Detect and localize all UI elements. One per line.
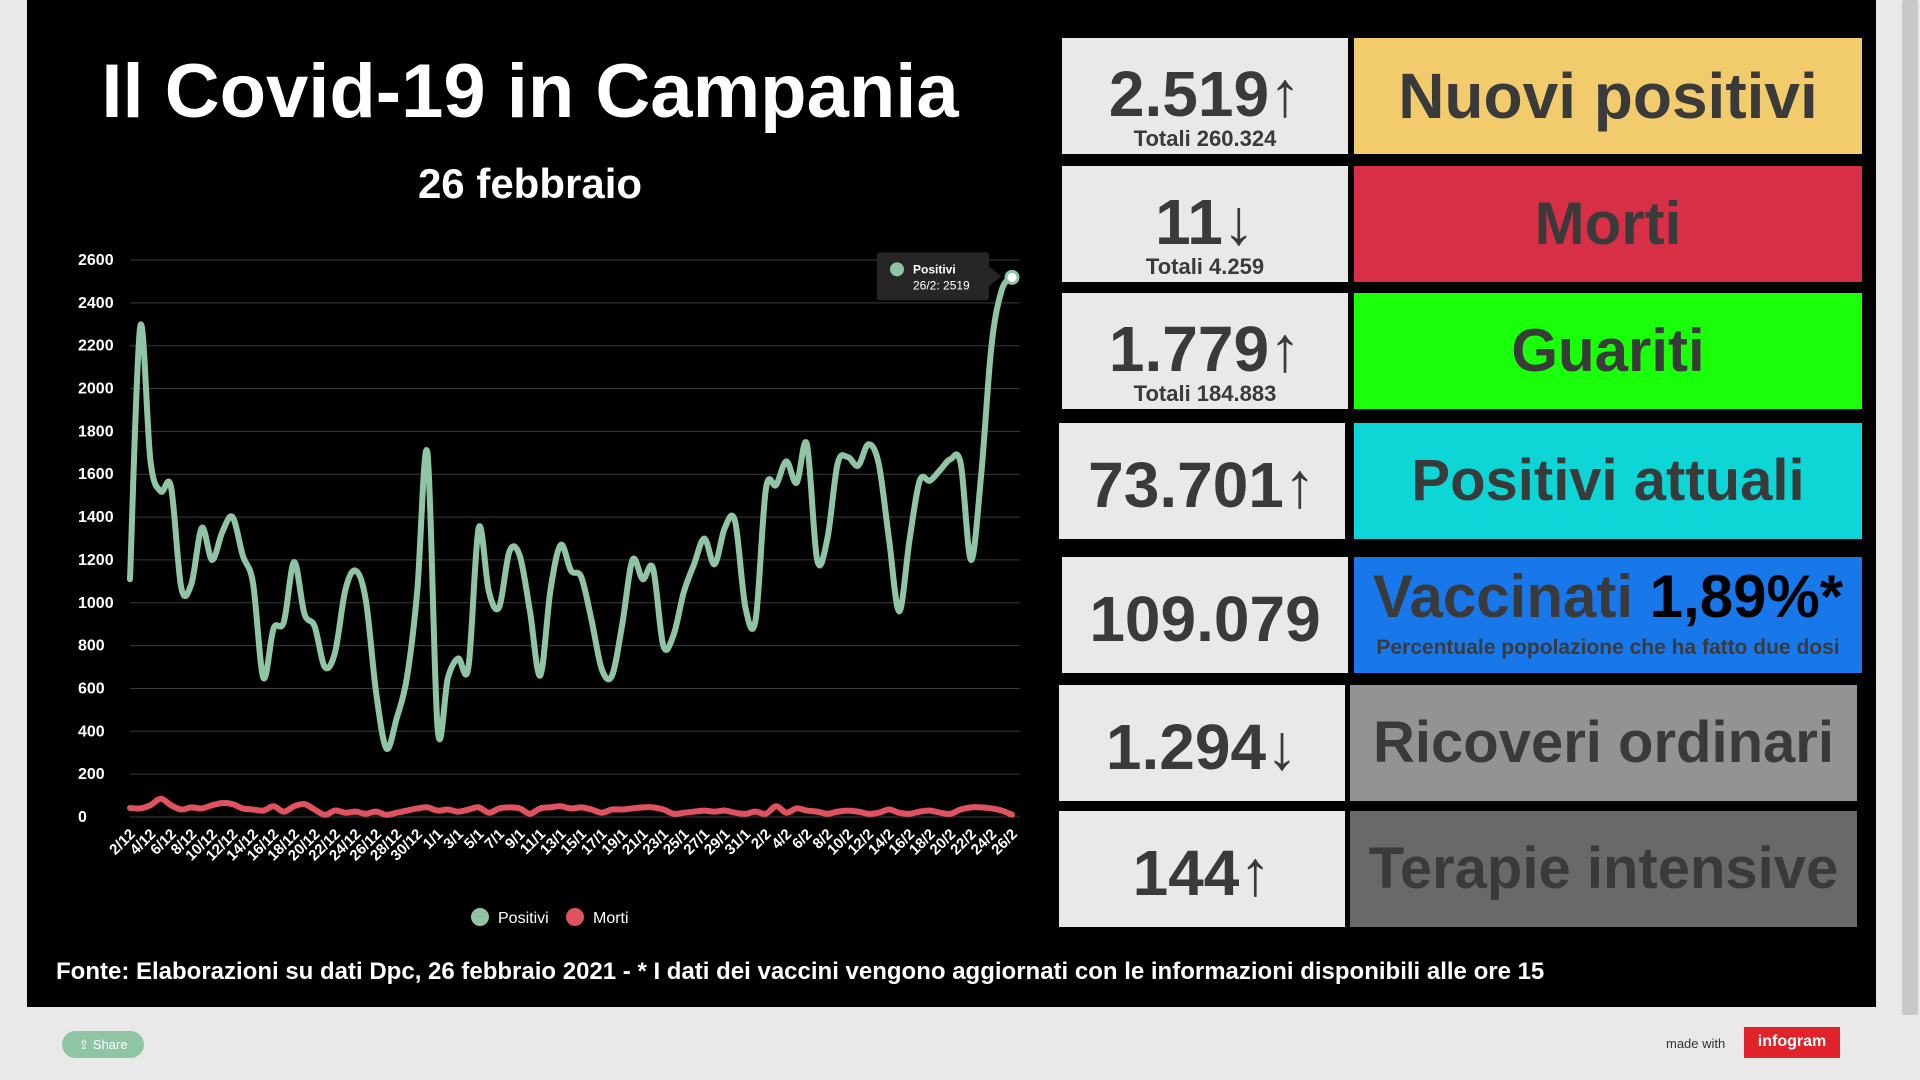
arrow-up-icon: ↑ [1269,313,1302,385]
arrow-up-icon: ↑ [1269,58,1302,130]
legend-label: Positivi [498,910,549,927]
scrollbar[interactable] [1902,0,1918,1015]
arrow-up-icon: ↑ [1283,449,1316,521]
y-tick-label: 600 [78,680,105,697]
stat-number: 2.519 [1108,58,1270,130]
stat-number: 1.294 [1105,711,1267,783]
y-tick-label: 1200 [78,552,114,569]
y-tick-label: 2200 [78,338,114,355]
tooltip-pointer [989,266,1001,287]
arrow-down-icon: ↓ [1266,711,1299,783]
y-tick-label: 1400 [78,509,114,526]
stat-number: 144 [1132,837,1240,909]
stat-label-box: Ricoveri ordinari [1350,685,1857,801]
stat-value-box: 144↑ [1059,811,1345,927]
legend-label: Morti [593,910,629,927]
vaccinated-note: Percentuale popolazione che ha fatto due… [1376,636,1840,659]
stat-label: Vaccinati [1372,563,1633,630]
page-title: Il Covid-19 in Campania [101,49,959,134]
stat-number: 1.779 [1108,313,1270,385]
bottom-bar [27,1007,1876,1080]
y-tick-label: 0 [78,809,87,826]
stat-value-box: 73.701↑ [1059,423,1345,539]
stat-total: Totali 260.324 [1133,126,1277,151]
stat-value: 73.701↑ [1059,453,1345,517]
stat-total: Totali 184.883 [1133,381,1277,406]
tooltip-swatch [890,262,904,277]
stat-number: 73.701 [1088,449,1284,521]
stat-value-box: 2.519↑ Totali 260.324 [1062,38,1348,154]
stat-value-box: 1.294↓ [1059,685,1345,801]
y-tick-label: 2000 [78,381,114,398]
legend-swatch [566,908,584,926]
tooltip-box [877,252,989,301]
made-with-text: made with [1666,1036,1726,1051]
left-gutter [0,0,27,1080]
stat-label: Terapie intensive [1368,836,1839,901]
stat-label: Ricoveri ordinari [1373,710,1834,775]
stat-value: 144↑ [1059,841,1345,905]
stat-number: 11 [1155,186,1223,258]
stat-label: Morti [1534,190,1682,257]
y-tick-label: 1600 [78,466,114,483]
last-point-marker [1004,269,1020,285]
series-line-morti [127,795,1015,818]
stat-label-box: Guariti [1354,293,1862,409]
y-tick-label: 400 [78,723,105,740]
stat-number: 109.079 [1089,583,1321,655]
share-icon: ⇪ [78,1037,93,1052]
y-tick-label: 200 [78,766,105,783]
line-chart: 0 200 400 600 800 1000 1200 1400 1600 1800 2000 220… [78,252,1020,927]
arrow-down-icon: ↓ [1222,186,1255,258]
source-note: Fonte: Elaborazioni su dati Dpc, 26 febb… [56,958,1545,985]
tooltip-value: 26/2: 2519 [913,278,970,292]
stat-value: 11↓ [1062,190,1348,254]
arrow-up-icon: ↑ [1239,837,1272,909]
y-tick-label: 2400 [78,295,114,312]
stat-label-box: Morti [1354,166,1862,282]
stat-label: Positivi attuali [1411,448,1805,513]
stat-label-box: Vaccinati 1,89%* Percentuale popolazione … [1354,557,1862,673]
stat-label-box: Terapie intensive [1350,811,1857,927]
vaccinated-percent: 1,89%* [1633,563,1844,630]
stat-value: 109.079 [1062,587,1348,651]
stat-label-box: Positivi attuali [1354,423,1862,539]
stat-total: Totali 4.259 [1145,254,1265,279]
infogram-logo[interactable]: infogram [1744,1027,1840,1058]
stat-value: 1.779↑ [1062,317,1348,381]
page-date: 26 febbraio [417,160,643,207]
stat-label: Guariti [1511,317,1705,384]
stat-value-box: 109.079 [1062,557,1348,673]
tooltip-series: Positivi [913,262,956,276]
stat-label: Nuovi positivi [1398,60,1818,132]
stat-value-box: 1.779↑ Totali 184.883 [1062,293,1348,409]
stat-value-box: 11↓ Totali 4.259 [1062,166,1348,282]
y-tick-label: 2600 [78,252,114,269]
stat-value: 1.294↓ [1059,715,1345,779]
series-line-positivi [127,274,1015,752]
stat-label-box: Nuovi positivi [1354,38,1862,154]
share-button[interactable]: ⇪ Share [62,1031,144,1058]
stat-value: 2.519↑ [1062,62,1348,126]
share-label: Share [92,1037,128,1052]
legend-swatch [471,908,489,926]
y-tick-label: 800 [78,638,105,655]
y-tick-label: 1800 [78,423,114,440]
y-tick-label: 1000 [78,595,114,612]
